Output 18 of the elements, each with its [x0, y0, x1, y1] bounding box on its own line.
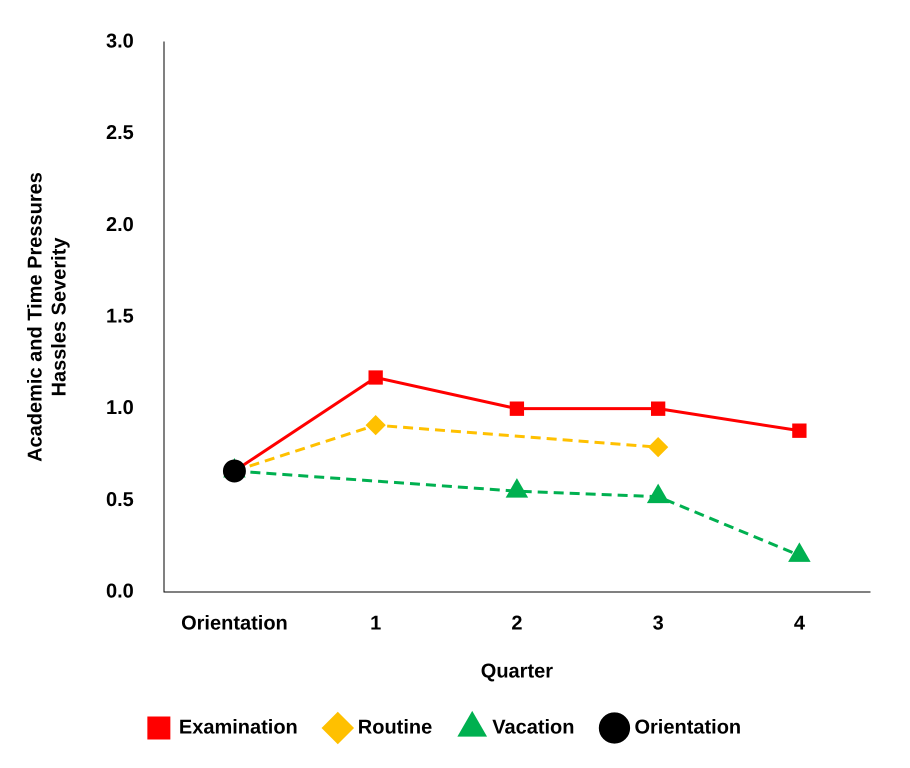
- legend-label: Routine: [358, 716, 432, 739]
- x-tick-label: Orientation: [181, 612, 288, 635]
- y-axis-title: Academic and Time Pressures Hassles Severity: [24, 172, 71, 462]
- legend-label: Examination: [178, 716, 298, 739]
- x-tick-label: 1: [370, 612, 382, 635]
- y-tick-label: 1.0: [106, 397, 134, 420]
- y-tick-label: 0.0: [106, 580, 134, 603]
- y-tick-label: 2.5: [106, 122, 134, 144]
- y-tick-label: 1.5: [106, 306, 134, 328]
- x-tick-label: 3: [652, 612, 664, 635]
- y-tick-label: 0.5: [106, 488, 134, 511]
- y-tick-label: 2.0: [106, 214, 134, 236]
- x-tick-label: 4: [794, 612, 806, 635]
- y-tick-label: 3.0: [106, 30, 134, 53]
- x-tick-label: 2: [511, 612, 522, 635]
- legend-label: Vacation: [492, 716, 574, 739]
- legend-label: Orientation: [634, 716, 742, 739]
- x-axis-title: Quarter: [480, 660, 554, 683]
